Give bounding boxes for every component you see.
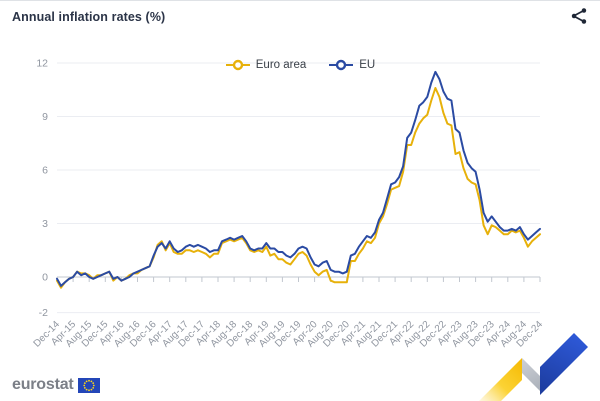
share-button[interactable]: [568, 5, 590, 27]
y-tick-label: 3: [42, 218, 48, 230]
legend-item-eu[interactable]: EU: [328, 59, 375, 71]
trend-ribbon-graphic: [479, 333, 588, 401]
euro-area-marker-icon: [225, 59, 250, 71]
eu-marker-icon: [329, 59, 354, 71]
chart-legend: Euro area EU: [0, 59, 600, 71]
y-tick-label: -2: [39, 307, 48, 319]
series-line-eu[interactable]: [56, 70, 541, 287]
share-icon: [571, 8, 587, 24]
legend-label-euro-area: Euro area: [255, 59, 307, 71]
y-tick-label: 12: [36, 58, 48, 70]
eurostat-logo: eurostat: [12, 376, 100, 394]
legend-label-eu: EU: [359, 59, 376, 71]
series-line-euro-area[interactable]: [56, 87, 541, 289]
y-tick-label: 9: [42, 111, 48, 123]
eu-flag-icon: [77, 377, 100, 393]
legend-item-euro-area[interactable]: Euro area: [225, 59, 307, 71]
y-tick-label: 6: [42, 165, 48, 177]
eurostat-logo-text: eurostat: [12, 376, 74, 393]
chart-title: Annual inflation rates (%): [12, 10, 166, 24]
y-tick-label: 0: [42, 272, 48, 284]
